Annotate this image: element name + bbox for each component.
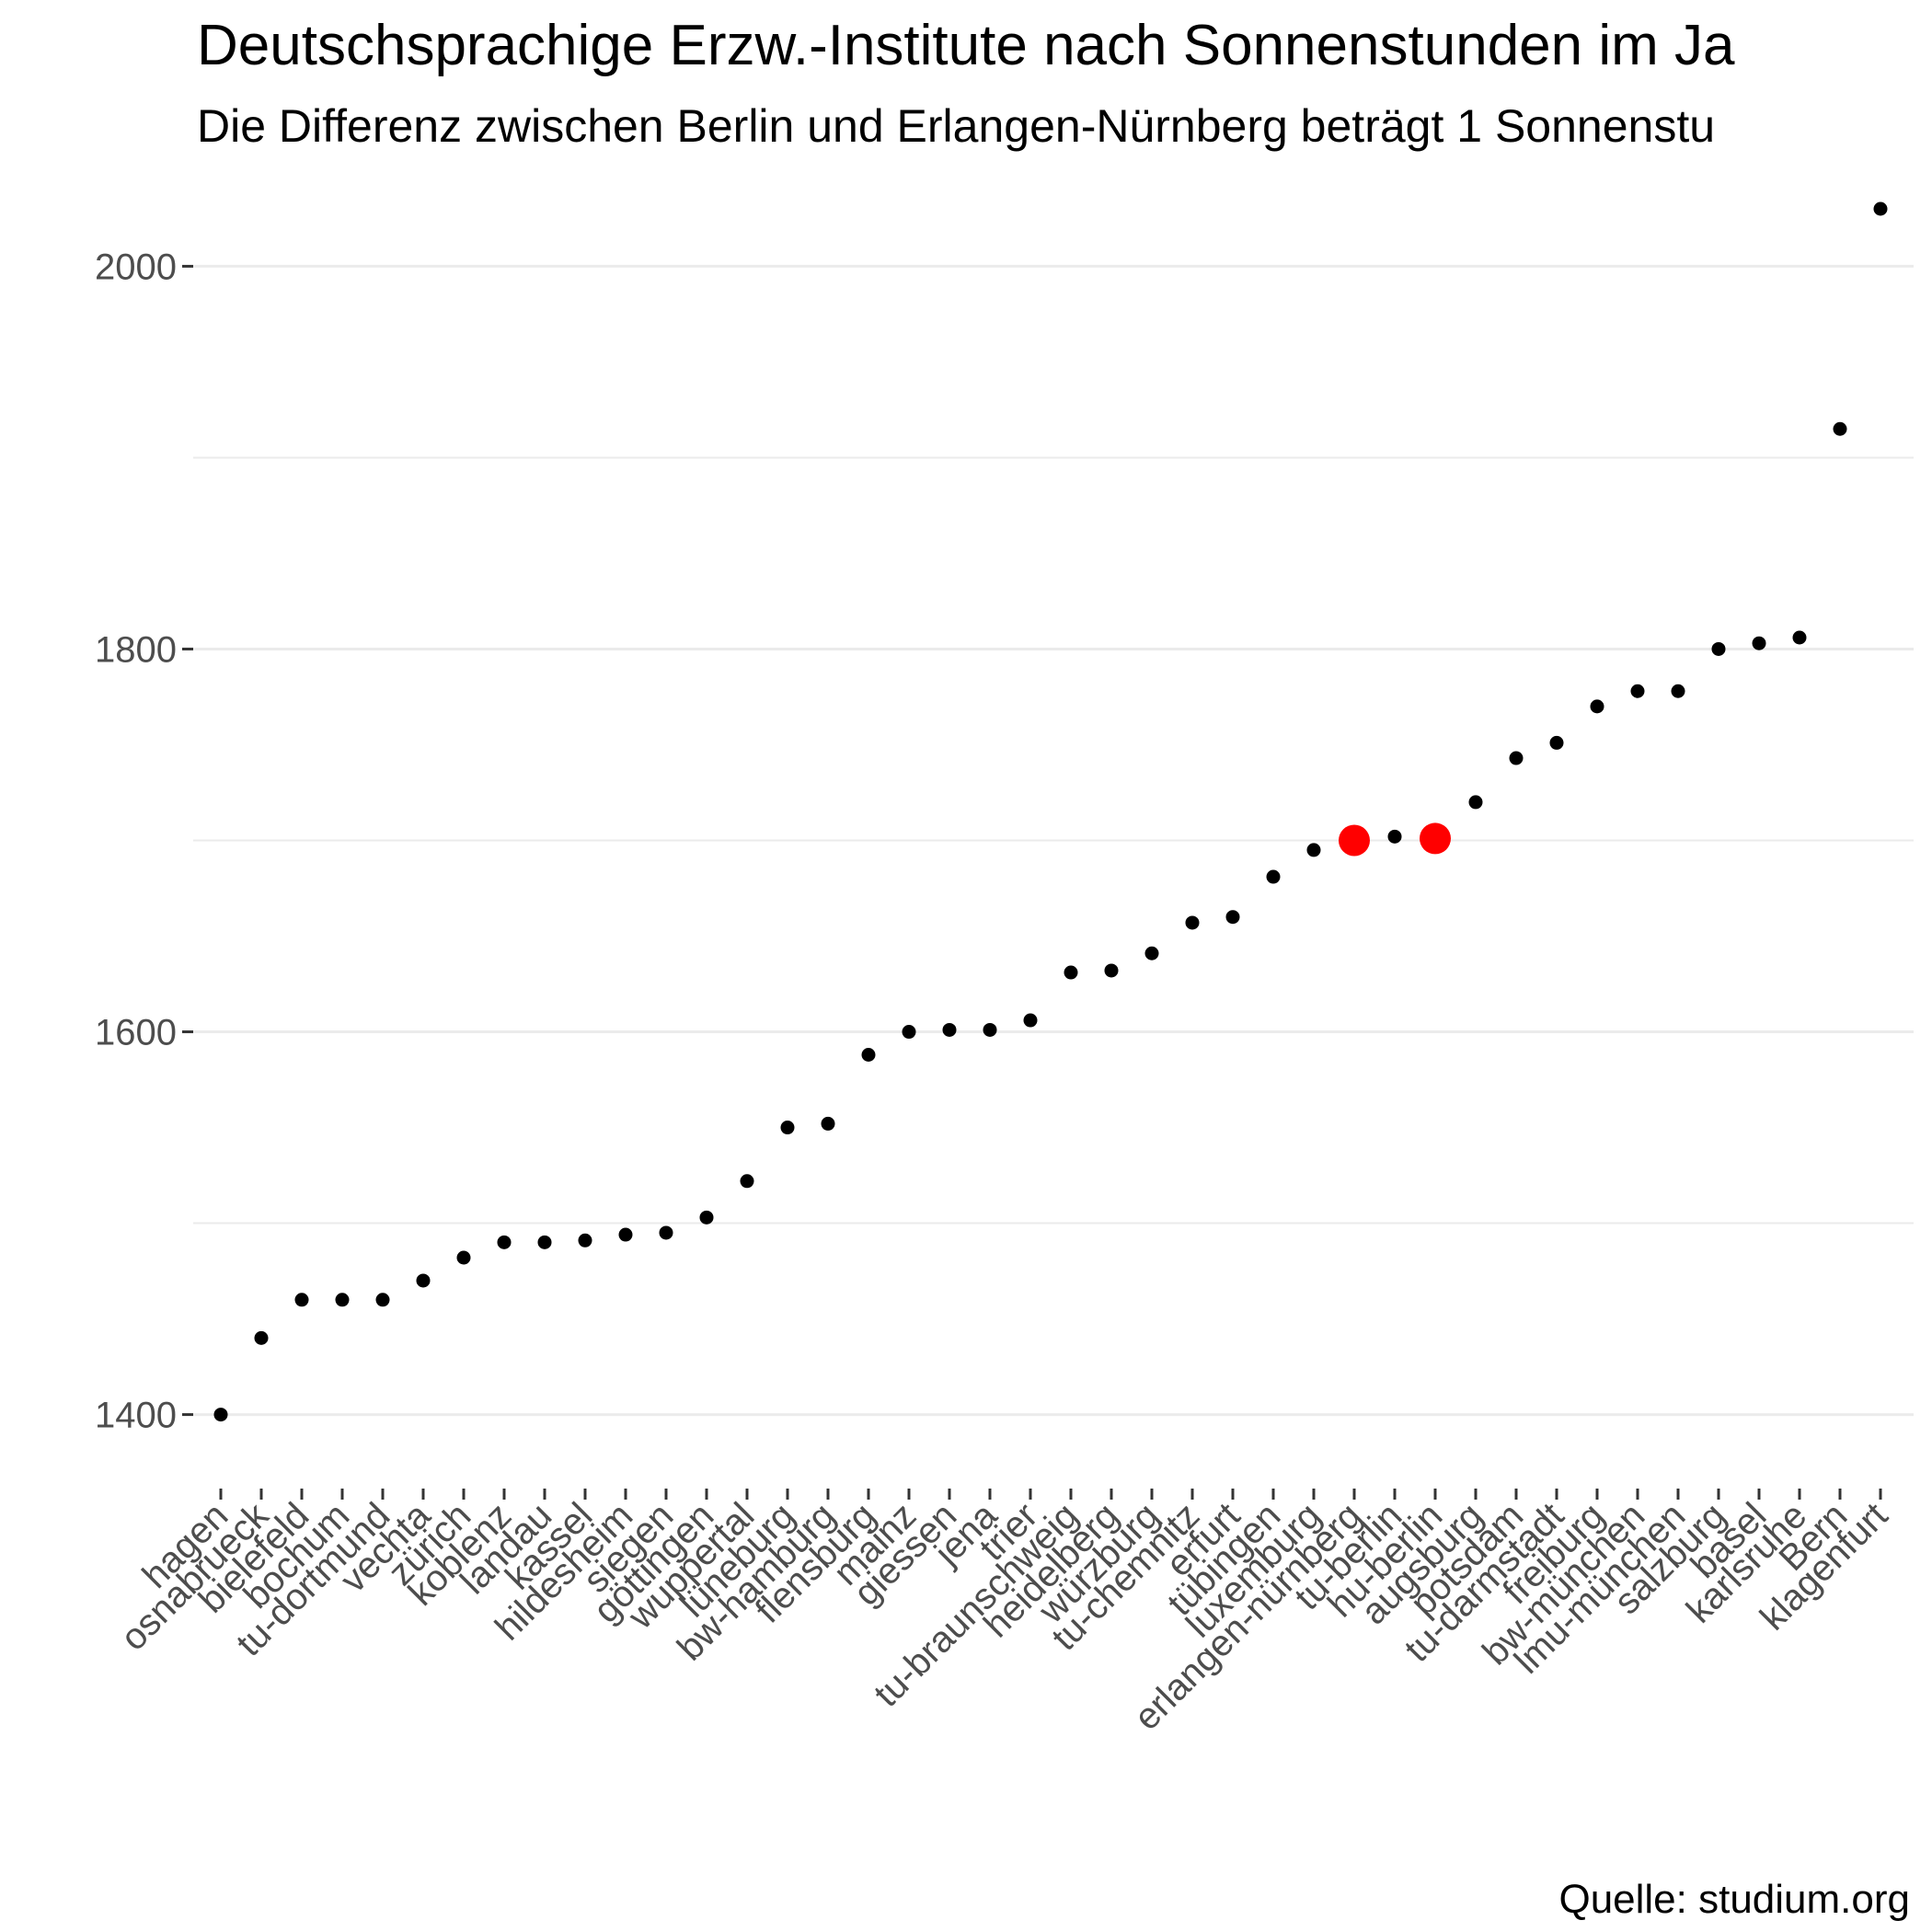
data-point [1144,946,1159,960]
data-point [254,1330,269,1345]
data-point [578,1233,592,1248]
data-point [861,1047,876,1062]
data-point [375,1293,390,1307]
axes: 1400160018002000hagenosnabrueckbielefeld… [95,247,1895,1738]
chart-caption: Quelle: studium.org [1558,1877,1910,1922]
data-point [537,1235,552,1249]
data-point [659,1225,673,1240]
data-point [335,1293,350,1307]
data-point-highlighted [1339,824,1370,857]
data-point [497,1235,512,1249]
data-point [1549,735,1564,750]
y-tick-label: 2000 [95,247,177,287]
data-point [1873,201,1888,216]
data-point [821,1116,835,1131]
data-point [456,1250,471,1265]
chart-subtitle: Die Differenz zwischen Berlin und Erlang… [197,100,1716,152]
data-point [1266,869,1281,884]
data-point [1387,829,1402,844]
data-point [902,1025,916,1040]
data-point [1590,699,1604,714]
data-point [1306,843,1321,857]
data-point [1023,1013,1038,1028]
data-point [1792,630,1807,645]
data-point [1468,795,1483,810]
data-point [294,1293,309,1307]
data-point [983,1022,997,1037]
data-point [416,1273,431,1288]
data-point [1630,684,1645,698]
data-point [618,1227,633,1242]
y-tick-label: 1400 [95,1396,177,1436]
data-point [1185,915,1200,930]
y-tick-label: 1800 [95,629,177,670]
data-point [1225,910,1240,925]
data-point [1509,751,1524,765]
data-point [699,1210,714,1225]
data-point [1671,684,1685,698]
data-point [780,1121,795,1135]
data-points [213,201,1888,1422]
data-point [1104,963,1119,978]
data-point [942,1022,957,1037]
data-point [213,1408,228,1422]
data-point [740,1174,754,1189]
data-point [1752,636,1766,650]
data-point [1064,965,1078,980]
data-point [1833,421,1847,436]
y-tick-label: 1600 [95,1013,177,1053]
data-point [1711,641,1726,656]
chart-title: Deutschsprachige Erzw.-Institute nach So… [197,14,1735,77]
grid-lines [193,264,1914,1417]
data-point-highlighted [1420,822,1451,855]
